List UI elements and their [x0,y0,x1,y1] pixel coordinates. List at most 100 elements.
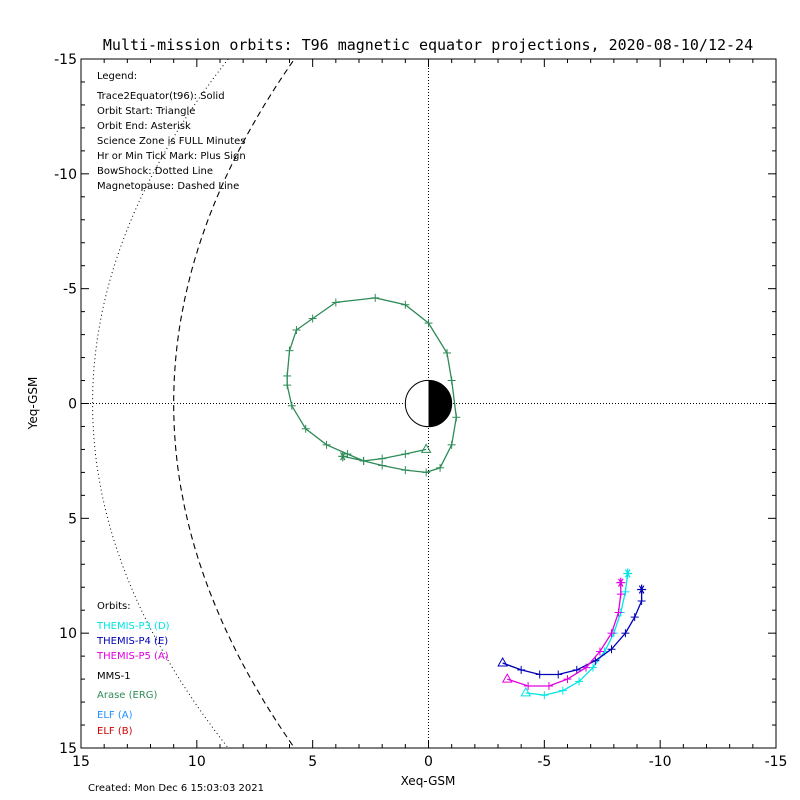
legend-entry: Trace2Equator(t96): Solid [96,91,225,102]
hour-tick-mark [614,608,623,617]
hour-tick-mark [308,314,317,323]
hour-tick-mark [331,298,340,307]
hour-tick-mark [378,454,387,463]
y-tick-label: 10 [59,626,77,642]
legend-heading: Legend: [97,71,137,82]
x-tick-label: 15 [72,754,90,770]
hour-tick-mark [554,670,563,679]
hour-tick-mark [292,326,301,335]
y-tick-label: 0 [68,397,77,413]
legend-entry: Magnetopause: Dashed Line [97,181,239,192]
hour-tick-mark [524,681,533,690]
orbit-end-marker [616,577,626,588]
hour-tick-mark [637,597,646,606]
legend-entry: Hr or Min Tick Mark: Plus Sign [97,151,246,162]
orbit-legend-entry: THEMIS-P5 (A) [96,651,169,662]
hour-tick-mark [544,681,553,690]
hour-tick-mark [607,629,616,638]
y-tick-label: 5 [68,511,77,527]
orbit-legend-entry: THEMIS-P3 (D) [96,621,170,632]
x-tick-label: 0 [424,754,433,770]
legend: Legend: Trace2Equator(t96): Solid Orbit St… [96,71,246,192]
hour-tick-mark [283,371,292,380]
orbit-legend: Orbits: THEMIS-P3 (D) THEMIS-P4 (E) THEMIS-… [96,601,170,737]
hour-tick-mark [575,677,584,686]
hour-tick-mark [452,413,461,422]
hour-tick-mark [588,663,597,672]
y-tick-label: -15 [54,52,77,68]
orbit-series [497,584,647,679]
x-tick-label: 10 [188,754,206,770]
orbit-start-marker [520,686,532,697]
orbit-start-marker [420,443,432,453]
hour-tick-mark [607,645,616,654]
orbit-end-marker [637,584,647,595]
hour-tick-mark [517,665,526,674]
y-axis-label: Yeq-GSM [26,377,40,431]
orbits-heading: Orbits: [97,601,131,612]
magnetopause-line [173,59,296,748]
orbit-legend-entry: ELF (B) [97,726,133,737]
orbit-legend-entry: ELF (A) [97,710,133,721]
orbit-legend-entry: Arase (ERG) [97,690,158,701]
hour-tick-mark [422,468,431,477]
chart-title: Multi-mission orbits: T96 magnetic equat… [103,36,753,54]
hour-tick-mark [443,348,452,357]
y-tick-label: -5 [63,282,77,298]
x-axis-label: Xeq-GSM [401,774,456,788]
x-tick-label: -15 [765,754,788,770]
y-tick-label: -10 [54,167,77,183]
orbit-legend-entry: THEMIS-P4 (E) [96,636,168,647]
hour-tick-mark [401,466,410,475]
hour-tick-mark [378,461,387,470]
hour-tick-mark [359,456,368,465]
hour-tick-mark [535,670,544,679]
orbit-line [502,589,643,676]
hour-tick-mark [301,424,310,433]
hour-tick-mark [436,463,445,472]
orbit-series [501,577,626,690]
hour-tick-mark [595,647,604,656]
hour-tick-mark [582,663,591,672]
legend-entry: BowShock: Dotted Line [97,166,213,177]
hour-tick-mark [621,629,630,638]
orbit-series [283,293,461,477]
x-tick-label: -10 [649,754,672,770]
hour-tick-mark [401,300,410,309]
hour-tick-mark [616,590,625,599]
orbit-end-marker [338,451,348,462]
hour-tick-mark [558,686,567,695]
hour-tick-mark [285,346,294,355]
x-tick-label: -5 [537,754,551,770]
legend-entry: Orbit Start: Triangle [97,106,195,117]
clipped-layer [92,59,296,748]
orbit-line [507,582,622,687]
hour-tick-mark [630,613,639,622]
orbit-legend-entry: MMS-1 [97,671,131,682]
hour-tick-mark [540,691,549,700]
hour-tick-mark [563,675,572,684]
created-footer: Created: Mon Dec 6 15:03:03 2021 [88,783,264,794]
orbit-end-marker [623,568,633,579]
hour-tick-mark [621,587,630,596]
hour-tick-mark [371,293,380,302]
hour-tick-mark [447,376,456,385]
earth-nightside [428,380,452,427]
legend-entry: Orbit End: Asterisk [97,121,191,132]
hour-tick-mark [287,401,296,410]
orbit-line [525,573,629,696]
legend-entry: Science Zone is FULL Minutes [97,136,246,147]
y-tick-label: 15 [59,741,77,757]
plot-area: 15 10 5 0 -5 -10 -15 -15 -10 -5 0 5 10 15 [54,52,788,770]
bow-shock-line [92,59,229,748]
hour-tick-mark [322,440,331,449]
hour-tick-mark [283,381,292,390]
x-tick-label: 5 [308,754,317,770]
orbit-start-marker [497,657,508,667]
hour-tick-mark [401,450,410,459]
orbit-start-marker [501,673,513,683]
orbit-series [520,568,633,700]
hour-tick-mark [447,440,456,449]
hour-tick-mark [424,319,433,328]
